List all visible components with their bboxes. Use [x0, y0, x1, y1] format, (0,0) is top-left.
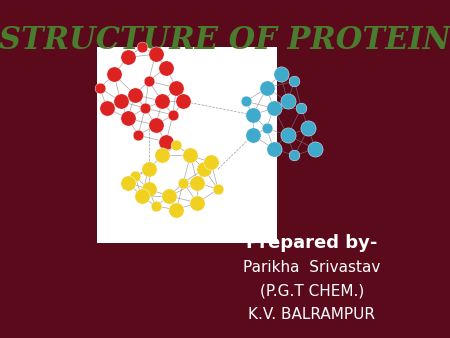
- Text: (P.G.T CHEM.): (P.G.T CHEM.): [260, 283, 364, 298]
- Point: [305, 126, 312, 131]
- Point: [96, 85, 104, 91]
- Point: [270, 105, 277, 111]
- Text: K.V. BALRAMPUR: K.V. BALRAMPUR: [248, 307, 375, 322]
- Point: [194, 180, 201, 185]
- Point: [215, 187, 222, 192]
- Point: [152, 122, 159, 128]
- Point: [166, 193, 173, 199]
- Point: [124, 55, 131, 60]
- Point: [145, 78, 152, 84]
- Point: [159, 99, 166, 104]
- Point: [145, 166, 152, 172]
- Point: [242, 99, 249, 104]
- Point: [312, 146, 319, 151]
- Point: [159, 153, 166, 158]
- Point: [249, 112, 256, 118]
- Point: [162, 65, 170, 70]
- Point: [298, 105, 305, 111]
- Point: [201, 166, 208, 172]
- Point: [277, 72, 284, 77]
- Point: [117, 99, 124, 104]
- Point: [162, 139, 170, 145]
- Text: Parikha  Srivastav: Parikha Srivastav: [243, 260, 381, 274]
- Point: [145, 187, 152, 192]
- Point: [291, 153, 298, 158]
- Point: [270, 146, 277, 151]
- Point: [169, 112, 176, 118]
- Point: [152, 51, 159, 57]
- Point: [284, 132, 291, 138]
- Point: [194, 200, 201, 206]
- Point: [131, 173, 138, 178]
- Point: [173, 85, 180, 91]
- Point: [263, 85, 270, 91]
- Point: [173, 143, 180, 148]
- Point: [187, 153, 194, 158]
- Point: [180, 99, 187, 104]
- Point: [291, 78, 298, 84]
- Point: [207, 160, 215, 165]
- Point: [131, 92, 138, 97]
- Point: [138, 45, 145, 50]
- Point: [249, 132, 256, 138]
- Point: [173, 207, 180, 212]
- Point: [138, 193, 145, 199]
- Point: [110, 72, 117, 77]
- Point: [142, 105, 149, 111]
- Point: [124, 116, 131, 121]
- Point: [263, 126, 270, 131]
- Point: [124, 180, 131, 185]
- Point: [152, 203, 159, 209]
- Point: [284, 99, 291, 104]
- Text: STRUCTURE OF PROTEIN: STRUCTURE OF PROTEIN: [0, 25, 450, 56]
- Point: [180, 180, 187, 185]
- Text: Prepared by-: Prepared by-: [246, 234, 378, 252]
- Point: [104, 105, 111, 111]
- FancyBboxPatch shape: [96, 47, 277, 243]
- Point: [135, 132, 142, 138]
